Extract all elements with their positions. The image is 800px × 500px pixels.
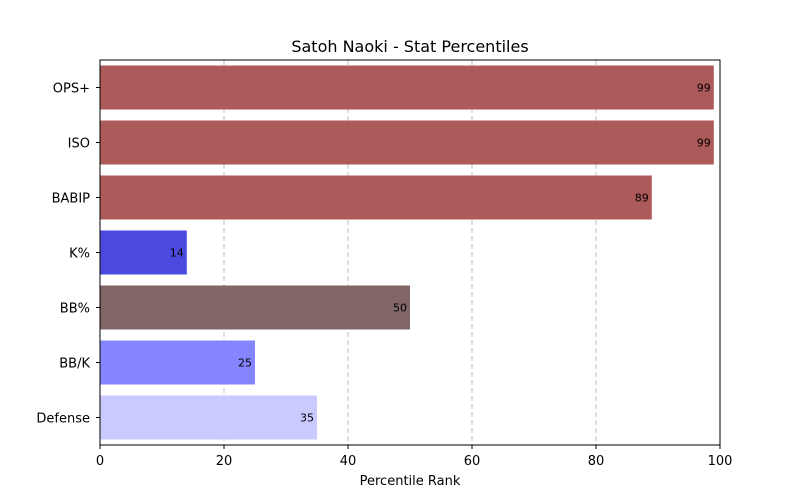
x-axis-label: Percentile Rank (360, 474, 461, 489)
bar-value-label: 25 (238, 357, 252, 370)
x-axis: 0 20 40 60 80 100 (96, 445, 733, 469)
x-tick-label: 0 (96, 454, 104, 469)
bar-value-label: 99 (697, 82, 711, 95)
bar (100, 285, 410, 330)
category-label: Defense (36, 412, 90, 427)
y-axis: OPS+ ISO BABIP K% BB% BB/K Defense (36, 82, 100, 427)
x-tick-label: 40 (340, 454, 357, 469)
bar (100, 230, 187, 275)
x-tick-label: 60 (464, 454, 481, 469)
bar-value-label: 50 (393, 302, 407, 315)
x-tick-label: 80 (588, 454, 605, 469)
category-label: BB% (60, 302, 90, 317)
chart-title: Satoh Naoki - Stat Percentiles (291, 37, 528, 56)
x-tick-label: 20 (216, 454, 233, 469)
bar-value-label: 89 (635, 192, 649, 205)
bar (100, 340, 255, 385)
plot-frame (99, 59, 721, 446)
data-labels: 99 99 89 14 50 25 35 (170, 82, 711, 425)
bar-value-label: 99 (697, 137, 711, 150)
category-label: K% (69, 247, 90, 262)
bar (100, 175, 652, 220)
bar-value-label: 14 (170, 247, 184, 260)
grid-lines (223, 60, 597, 445)
bar (100, 395, 317, 440)
bars (100, 65, 714, 440)
x-tick-label: 100 (708, 454, 733, 469)
bar-value-label: 35 (300, 412, 314, 425)
category-label: ISO (68, 137, 90, 152)
category-label: BB/K (59, 357, 90, 372)
bar (100, 120, 714, 165)
category-label: OPS+ (53, 82, 90, 97)
bar (100, 65, 714, 110)
category-label: BABIP (52, 192, 91, 207)
